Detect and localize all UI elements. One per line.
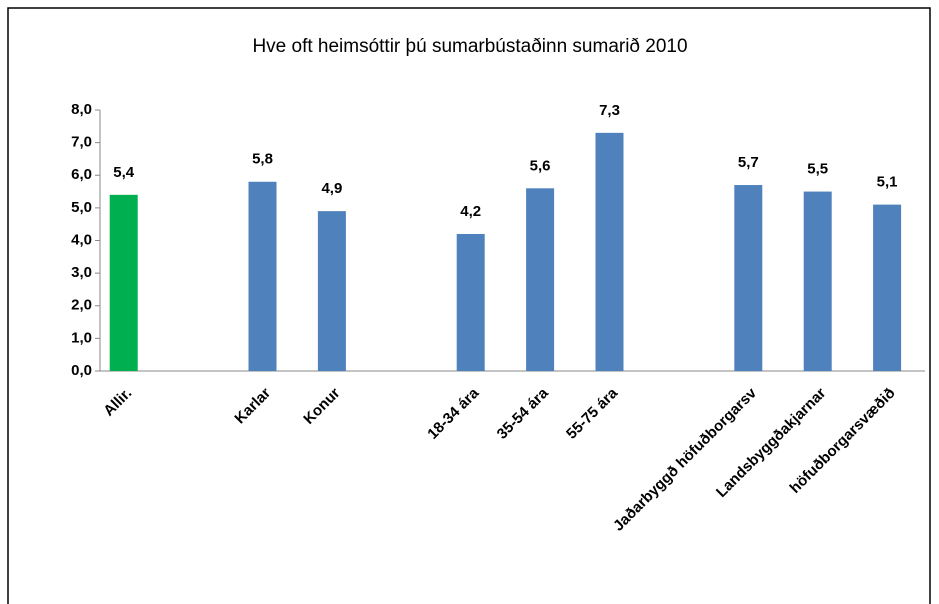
y-tick-label: 3,0 [71, 264, 92, 281]
bar [803, 191, 832, 371]
value-label: 5,5 [807, 161, 828, 178]
value-label: 4,9 [321, 180, 342, 197]
y-tick-label: 2,0 [71, 297, 92, 314]
chart-title: Hve oft heimsóttir þú sumarbústaðinn sum… [252, 36, 687, 57]
value-label: 5,6 [530, 157, 551, 174]
value-label: 5,1 [877, 174, 898, 191]
y-tick-label: 7,0 [71, 134, 92, 151]
value-label: 5,7 [738, 154, 759, 171]
y-tick-label: 0,0 [71, 362, 92, 379]
bar [109, 194, 138, 371]
bar [526, 188, 555, 371]
y-tick-label: 4,0 [71, 231, 92, 248]
value-label: 5,4 [113, 164, 135, 181]
y-tick-label: 5,0 [71, 199, 92, 216]
value-label: 4,2 [460, 203, 481, 220]
y-tick-label: 6,0 [71, 166, 92, 183]
bar [734, 185, 763, 371]
bar [595, 132, 624, 371]
bar [873, 204, 902, 371]
y-tick-label: 1,0 [71, 329, 92, 346]
bar [248, 181, 277, 371]
bar [317, 211, 346, 371]
value-label: 7,3 [599, 102, 620, 119]
y-tick-label: 8,0 [71, 101, 92, 118]
value-label: 5,8 [252, 151, 273, 168]
bar [456, 233, 485, 371]
